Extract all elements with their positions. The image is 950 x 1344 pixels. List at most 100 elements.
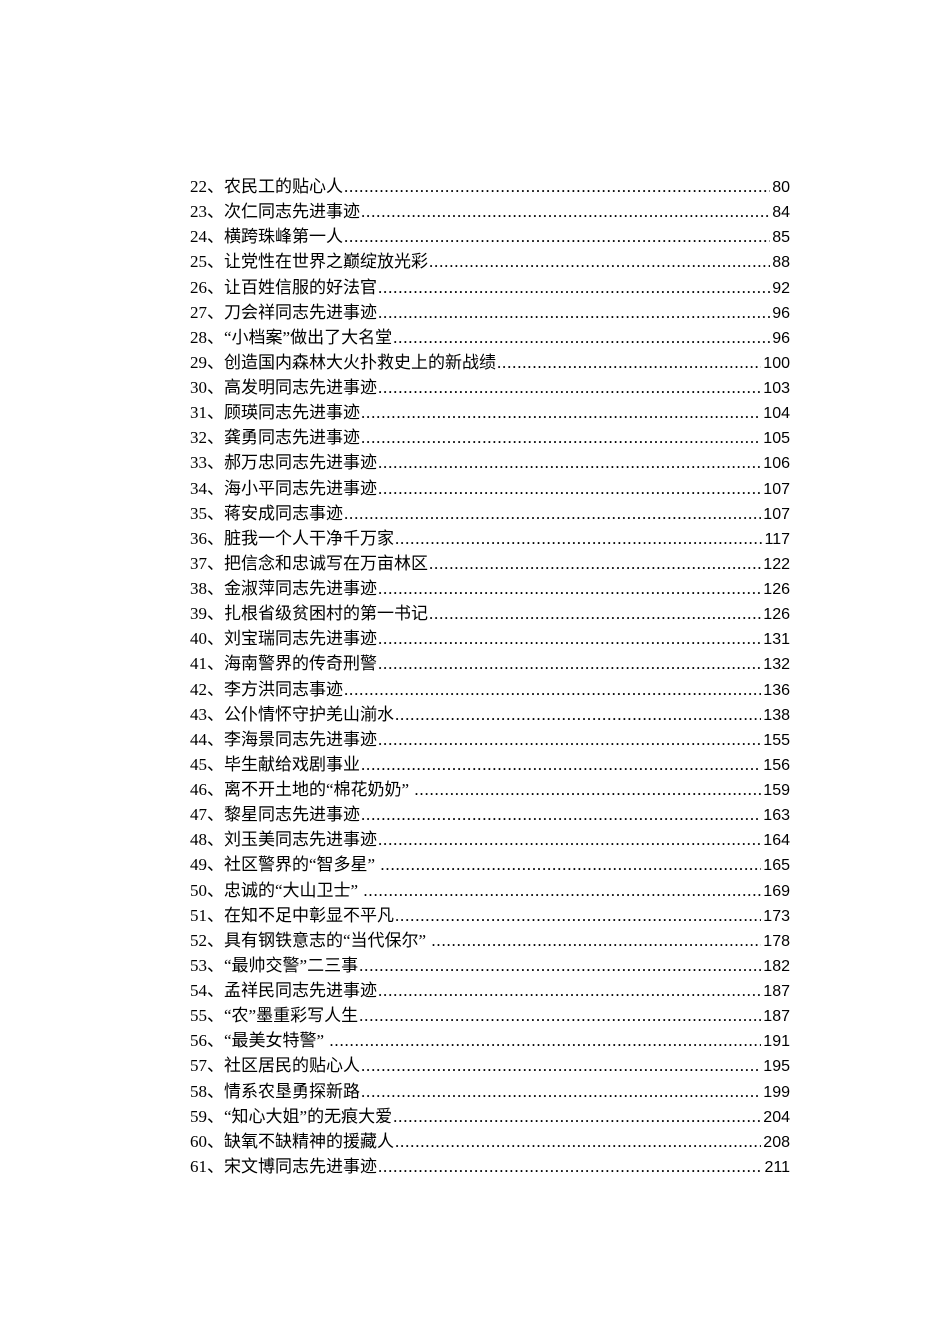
toc-entry-number: 27、 — [190, 302, 224, 322]
dot-leader: ........................................… — [361, 202, 771, 222]
toc-entry-number: 40、 — [190, 629, 224, 649]
toc-entry-title: 让党性在世界之巅绽放光彩 — [224, 252, 428, 272]
dot-leader: ........................................… — [361, 805, 761, 825]
toc-entry: 28、 “小档案”做出了大名堂..........................… — [190, 325, 790, 350]
toc-entry: 61、 宋文博同志先进事迹............................… — [190, 1154, 790, 1179]
toc-entry-number: 55、 — [190, 1006, 224, 1026]
toc-entry-number: 39、 — [190, 604, 224, 624]
dot-leader: ........................................… — [378, 453, 761, 473]
dot-leader: ........................................… — [395, 704, 761, 724]
toc-entry: 39、 扎根省级贫困村的第一书记.........................… — [190, 601, 790, 626]
toc-entry-page: 96 — [772, 329, 790, 347]
dot-leader: ........................................… — [393, 327, 771, 347]
toc-entry-number: 49、 — [190, 855, 224, 875]
toc-entry-number: 58、 — [190, 1081, 224, 1101]
toc-entry-number: 47、 — [190, 805, 224, 825]
toc-entry-number: 44、 — [190, 729, 224, 749]
toc-entry-page: 164 — [763, 832, 790, 850]
toc-entry: 51、 在知不足中彰显不平凡...........................… — [190, 903, 790, 928]
dot-leader: ........................................… — [361, 403, 761, 423]
toc-entry-number: 29、 — [190, 352, 224, 372]
dot-leader: ........................................… — [429, 553, 761, 573]
toc-entry-title: 扎根省级贫困村的第一书记 — [224, 604, 428, 624]
toc-entry-page: 117 — [764, 530, 790, 548]
dot-leader: ........................................… — [361, 1056, 761, 1076]
dot-leader: ........................................… — [395, 528, 762, 548]
toc-entry-number: 22、 — [190, 177, 224, 196]
dot-leader: ........................................… — [395, 1131, 761, 1151]
toc-entry-page: 195 — [763, 1058, 790, 1076]
toc-entry-title: 高发明同志先进事迹 — [224, 378, 377, 397]
toc-entry-number: 45、 — [190, 754, 224, 774]
toc-entry-page: 107 — [763, 480, 790, 498]
toc-entry-title: 刘玉美同志先进事迹 — [224, 830, 377, 850]
toc-entry-title: 公仆情怀守护羌山湔水 — [224, 704, 394, 724]
dot-leader: ........................................… — [361, 428, 761, 448]
toc-entry: 54、 孟祥民同志先进事迹............................… — [190, 978, 790, 1003]
toc-entry-page: 156 — [763, 756, 790, 774]
dot-leader: ........................................… — [361, 1081, 761, 1101]
toc-entry-number: 28、 — [190, 327, 224, 347]
toc-entry-number: 54、 — [190, 981, 224, 1000]
toc-entry: 34、 海小平同志先进事迹............................… — [190, 476, 790, 501]
dot-leader: ........................................… — [363, 880, 761, 900]
toc-entry-title: 海南警界的传奇刑警 — [224, 654, 377, 674]
toc-entry-number: 60、 — [190, 1131, 224, 1151]
toc-entry: 45、 毕生献给戏剧事业.............................… — [190, 752, 790, 777]
toc-entry-number: 53、 — [190, 955, 224, 975]
toc-entry: 22、 农民工的贴心人..............................… — [190, 174, 790, 199]
toc-entry-title: 李海景同志先进事迹 — [224, 729, 377, 749]
toc-entry-title: 具有钢铁意志的“当代保尔” — [224, 930, 431, 950]
toc-list: 22、 农民工的贴心人..............................… — [190, 174, 790, 1179]
toc-entry-page: 165 — [763, 857, 790, 875]
toc-entry-number: 51、 — [190, 905, 224, 925]
toc-entry-page: 122 — [763, 555, 790, 573]
toc-entry-title: 横跨珠峰第一人 — [224, 227, 343, 247]
dot-leader: ........................................… — [359, 1006, 762, 1026]
toc-entry-number: 52、 — [190, 930, 224, 950]
toc-entry: 53、 “最帅交警”二三事............................… — [190, 953, 790, 978]
toc-entry-number: 35、 — [190, 503, 224, 523]
toc-entry-page: 191 — [763, 1033, 790, 1051]
toc-entry-title: “小档案”做出了大名堂 — [224, 327, 393, 347]
dot-leader: ........................................… — [393, 1106, 762, 1126]
toc-entry-number: 43、 — [190, 704, 224, 724]
toc-entry-page: 199 — [763, 1083, 790, 1101]
toc-entry-number: 59、 — [190, 1106, 224, 1126]
toc-entry: 44、 李海景同志先进事迹............................… — [190, 727, 790, 752]
dot-leader: ........................................… — [361, 754, 761, 774]
toc-entry: 50、 忠诚的“大山卫士” ...........................… — [190, 878, 790, 903]
toc-entry: 38、 金淑萍同志先进事迹............................… — [190, 576, 790, 601]
toc-entry-page: 208 — [763, 1133, 790, 1151]
toc-entry: 56、 “最美女特警” .............................… — [190, 1028, 790, 1053]
toc-entry-page: 178 — [763, 932, 790, 950]
toc-entry-title: 李方洪同志事迹 — [224, 679, 343, 699]
toc-entry-number: 25、 — [190, 252, 224, 272]
toc-entry-page: 100 — [763, 354, 790, 372]
toc-entry-page: 155 — [763, 731, 790, 749]
dot-leader: ........................................… — [378, 654, 761, 674]
toc-entry-title: 农民工的贴心人 — [224, 177, 343, 196]
toc-entry-title: “最美女特警” — [224, 1031, 329, 1051]
toc-entry-page: 107 — [763, 505, 790, 523]
toc-entry-page: 182 — [763, 957, 790, 975]
dot-leader: ........................................… — [395, 905, 761, 925]
dot-leader: ........................................… — [378, 378, 761, 397]
dot-leader: ........................................… — [344, 679, 761, 699]
toc-entry-page: 159 — [763, 782, 790, 799]
dot-leader: ........................................… — [344, 503, 761, 523]
toc-entry-title: 缺氧不缺精神的援藏人 — [224, 1131, 394, 1151]
toc-entry-title: 社区居民的贴心人 — [224, 1056, 360, 1076]
toc-entry-title: 孟祥民同志先进事迹 — [224, 981, 377, 1000]
toc-entry-page: 85 — [772, 229, 790, 247]
dot-leader: ........................................… — [380, 855, 761, 875]
dot-leader: ........................................… — [378, 579, 761, 598]
toc-entry: 60、 缺氧不缺精神的援藏人...........................… — [190, 1129, 790, 1154]
toc-entry: 29、 创造国内森林大火扑救史上的新战绩.....................… — [190, 350, 790, 375]
toc-entry-page: 204 — [763, 1108, 790, 1126]
toc-entry: 59、 “知心大姐”的无痕大爱..........................… — [190, 1104, 790, 1129]
dot-leader: ........................................… — [378, 1156, 762, 1176]
toc-entry-title: “最帅交警”二三事 — [224, 955, 359, 975]
toc-entry: 42、 李方洪同志事迹..............................… — [190, 677, 790, 702]
toc-entry-page: 187 — [763, 1008, 790, 1026]
